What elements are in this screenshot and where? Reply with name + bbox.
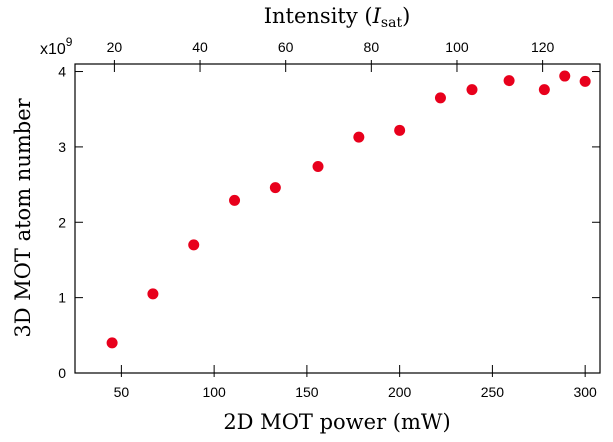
data-point <box>269 182 281 194</box>
x2-axis-title-symbol: I <box>372 4 382 28</box>
data-point <box>229 194 241 206</box>
x2-axis-title-close: ) <box>402 4 410 28</box>
data-point <box>312 160 324 172</box>
y-tick-label: 1 <box>58 290 66 306</box>
x2-tick-label: 20 <box>107 39 123 55</box>
y-tick-label: 4 <box>58 64 66 80</box>
data-point <box>353 131 365 143</box>
y-multiplier-exponent: 9 <box>66 35 73 49</box>
y-axis-title: 3D MOT atom number <box>11 97 35 337</box>
data-point <box>538 84 550 96</box>
x2-axis-title: Intensity (Isat) <box>264 4 411 31</box>
y-tick-label: 0 <box>58 365 66 381</box>
data-point <box>503 75 515 87</box>
data-point <box>434 92 446 104</box>
plot-frame <box>74 63 601 374</box>
data-point <box>559 70 571 82</box>
x-tick-label: 300 <box>573 384 597 400</box>
x2-tick-label: 100 <box>445 39 469 55</box>
x2-tick-label: 40 <box>192 39 208 55</box>
y-multiplier: x109 <box>40 35 73 58</box>
data-point <box>147 288 159 300</box>
x-axis-title: 2D MOT power (mW) <box>223 410 450 434</box>
x-tick-label: 250 <box>481 384 505 400</box>
y-tick-label: 3 <box>58 139 66 155</box>
x-tick-label: 50 <box>114 384 130 400</box>
data-point <box>106 337 118 349</box>
tick-labels: 50 100 150 200 250 300 0 1 2 3 4 20 40 60 80 100 120 <box>58 39 597 400</box>
data-points <box>106 70 591 349</box>
y-tick-label: 2 <box>58 214 66 230</box>
x-tick-label: 150 <box>295 384 319 400</box>
x-tick-label: 200 <box>388 384 412 400</box>
y-multiplier-base: x10 <box>40 41 66 58</box>
x2-axis-title-text: Intensity ( <box>264 4 373 28</box>
x2-tick-label: 120 <box>531 39 555 55</box>
data-point <box>466 84 478 96</box>
data-point <box>188 239 200 251</box>
ticks <box>75 60 600 377</box>
x-tick-label: 100 <box>202 384 226 400</box>
data-point <box>579 75 591 87</box>
data-point <box>394 124 406 136</box>
x2-axis-title-subscript: sat <box>381 15 403 31</box>
x2-tick-label: 80 <box>364 39 380 55</box>
x2-tick-label: 60 <box>278 39 294 55</box>
